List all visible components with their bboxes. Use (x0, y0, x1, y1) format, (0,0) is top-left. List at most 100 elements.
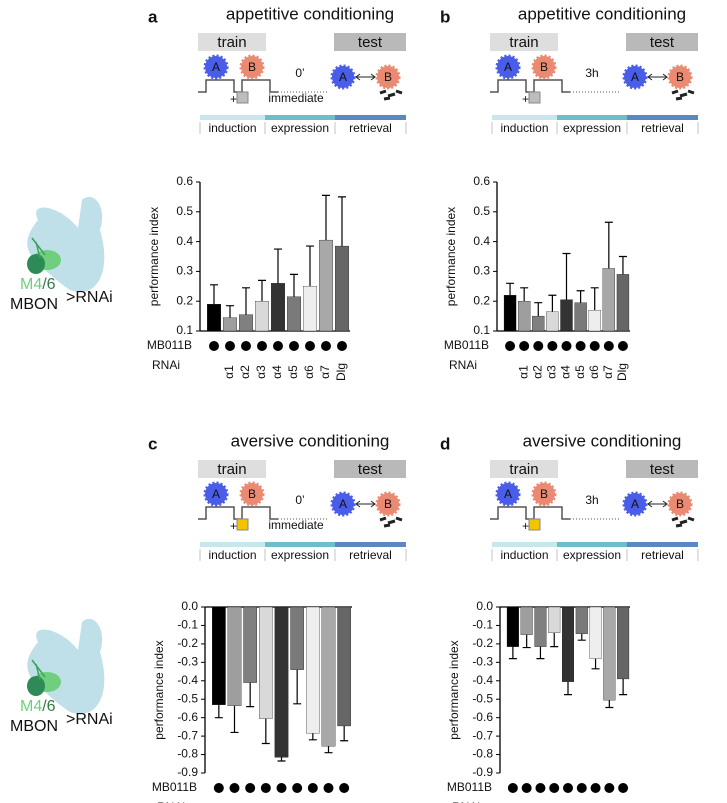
y-tick-label: -0.8 (472, 747, 493, 761)
flies (379, 89, 403, 101)
genotype-dot (305, 341, 315, 351)
phase-bracket (199, 549, 407, 561)
error-bar (564, 681, 572, 696)
cell-label: MBON (10, 718, 58, 735)
error-bar (293, 669, 302, 705)
test-odor-b-label: B (676, 497, 684, 511)
x-tick-label: α7 (318, 365, 332, 379)
phase-bar (557, 115, 627, 120)
delay-note: immediate (268, 518, 324, 532)
bar (532, 315, 545, 332)
genotype-dot (561, 341, 572, 351)
test-label: test (358, 34, 383, 51)
delay-note: immediate (268, 91, 324, 105)
panel-letter: d (440, 434, 450, 453)
error-bar (230, 705, 239, 734)
y-tick-label: -0.6 (472, 710, 493, 724)
genotype-dot (590, 783, 601, 793)
genotype-dot (519, 341, 530, 351)
bar (534, 606, 547, 647)
plus-label: + (230, 92, 237, 106)
genotype-dot (533, 341, 544, 351)
train-box (490, 460, 558, 478)
y-tick-label: -0.6 (177, 710, 198, 724)
phase-bar (627, 115, 698, 120)
neuron-m4 (27, 676, 45, 696)
delay-label: 0’ (295, 493, 304, 507)
x-tick-label: α5 (573, 365, 587, 379)
genotype-dot (241, 341, 251, 351)
odor-b-label: B (248, 487, 256, 501)
odor-b-label: B (540, 60, 548, 74)
odor-b-label: B (540, 487, 548, 501)
test-odor-b-circle (375, 64, 401, 90)
x-tick-label: α2 (238, 365, 252, 379)
error-bar (605, 700, 614, 709)
neuron-axon (31, 237, 46, 259)
panel-title: aversive conditioning (523, 431, 682, 450)
train-label: train (509, 34, 538, 51)
x-tick-label: Dlg (334, 363, 348, 381)
y-tick-label: -0.2 (177, 636, 198, 650)
neuron-name: M4 (20, 698, 42, 715)
train-label: train (217, 34, 246, 51)
delay-label: 3h (585, 66, 598, 80)
bar (319, 239, 333, 332)
y-tick-label: 0.1 (473, 323, 490, 337)
bar (602, 268, 615, 332)
bar (223, 317, 237, 332)
row-label: RNAi (157, 800, 185, 803)
y-tick-label: -0.1 (177, 618, 198, 632)
phase-bar (627, 542, 698, 547)
test-odor-a-circle (330, 64, 356, 90)
phase-bar (492, 542, 557, 547)
panel-letter: b (440, 7, 450, 26)
error-bar (618, 255, 627, 275)
genotype-dot (229, 783, 240, 793)
y-tick-label: 0.6 (176, 174, 193, 188)
odor-a-circle (495, 481, 521, 507)
error-bar (324, 746, 333, 754)
odor-a-circle (495, 54, 521, 80)
row-label: RNAi (152, 358, 180, 372)
genotype-dot (604, 783, 615, 793)
phase-label: induction (208, 121, 256, 135)
neuron-m4 (27, 254, 45, 274)
test-odor-a-label: A (631, 497, 639, 511)
bar (303, 286, 317, 332)
genotype-dot (307, 783, 318, 793)
neuron-name: M4 (20, 276, 42, 293)
row-label: RNAi (449, 358, 477, 372)
panel-title: aversive conditioning (231, 431, 390, 450)
test-odor-a-circle (622, 491, 648, 517)
error-bar (591, 658, 600, 670)
odor-a-label: A (504, 60, 512, 74)
error-bar (246, 682, 255, 708)
error-bar (508, 646, 517, 660)
phase-label: retrieval (641, 548, 684, 562)
choice-arrow (355, 73, 376, 81)
y-tick-label: 0.3 (473, 264, 490, 278)
phase-label: expression (271, 548, 329, 562)
plus-label: + (522, 92, 529, 106)
genotype-label: >RNAi (66, 711, 113, 728)
bar (271, 283, 285, 332)
y-tick-label: 0.0 (476, 599, 493, 613)
neuron-suffix: /6 (42, 698, 55, 715)
y-axis-label: performance index (444, 207, 458, 306)
reinforcer-icon (528, 91, 541, 104)
error-bar (210, 284, 218, 305)
genotype-dot (276, 783, 287, 793)
genotype-dot (589, 341, 600, 351)
x-tick-label: α4 (559, 365, 573, 379)
error-bar (290, 273, 298, 297)
x-tick-label: α4 (270, 365, 284, 379)
phase-bar (557, 542, 627, 547)
test-label: test (650, 461, 675, 478)
y-tick-label: -0.5 (177, 691, 198, 705)
test-box (334, 33, 406, 51)
genotype-dot (339, 783, 350, 793)
x-tick-label: α6 (587, 365, 601, 379)
bar (561, 606, 575, 682)
